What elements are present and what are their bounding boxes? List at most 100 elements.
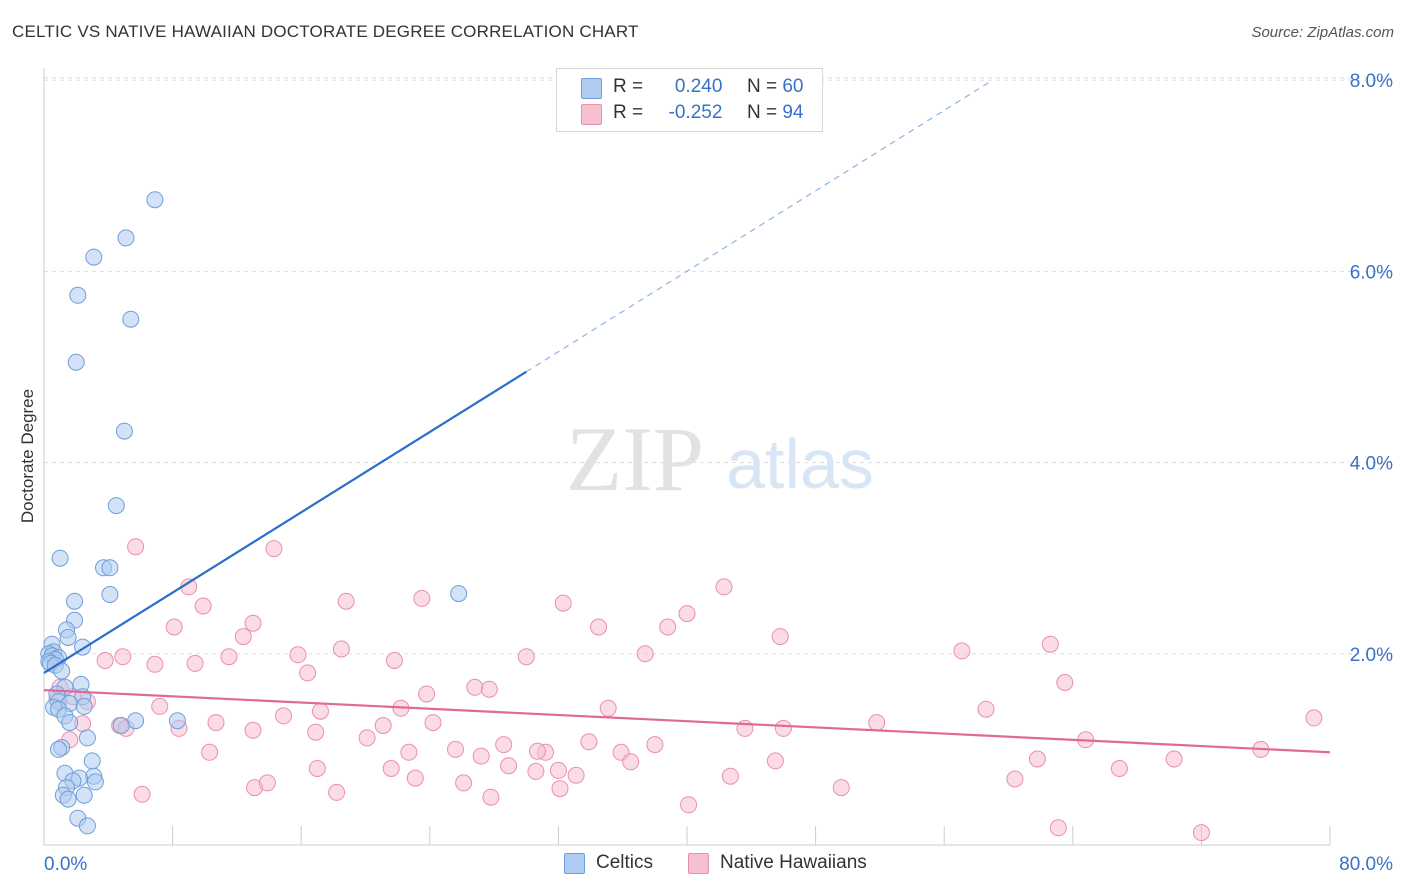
celtics-point-41 bbox=[112, 717, 130, 734]
native-hawaiians-point-7 bbox=[678, 605, 696, 623]
native-hawaiians-point-10 bbox=[165, 618, 183, 636]
chart-title: CELTIC VS NATIVE HAWAIIAN DOCTORATE DEGR… bbox=[12, 22, 639, 41]
native-hawaiians-point-26 bbox=[146, 655, 164, 673]
native-hawaiians-point-18 bbox=[636, 645, 654, 663]
native-hawaiians-point-1 bbox=[265, 540, 283, 558]
correlation-legend: R = 0.240 N = 60 R = -0.252 N = 94 bbox=[556, 68, 823, 132]
native-hawaiians-point-39 bbox=[977, 700, 995, 718]
native-hawaiians-point-65 bbox=[472, 747, 490, 765]
native-hawaiians-point-38 bbox=[599, 699, 617, 717]
celtics-point-39 bbox=[127, 712, 145, 730]
native-hawaiians-n-value: 94 bbox=[782, 102, 804, 123]
celtics-point-13 bbox=[66, 592, 83, 610]
legend-item-celtics-label: Celtics bbox=[596, 852, 654, 873]
native-hawaiians-point-69 bbox=[1028, 750, 1046, 768]
native-hawaiians-point-81 bbox=[1006, 770, 1024, 788]
native-hawaiians-point-57 bbox=[495, 736, 513, 754]
source-label: Source: ZipAtlas.com bbox=[1251, 24, 1394, 41]
celtics-trend-line bbox=[43, 370, 527, 674]
native-hawaiians-point-5 bbox=[413, 589, 431, 607]
native-hawaiians-point-53 bbox=[774, 719, 792, 737]
native-hawaiians-point-71 bbox=[766, 752, 784, 770]
native-hawaiians-point-54 bbox=[244, 721, 262, 739]
celtics-point-34 bbox=[75, 697, 93, 715]
native-hawaiians-point-51 bbox=[307, 723, 325, 741]
native-hawaiians-point-28 bbox=[1056, 674, 1074, 691]
native-hawaiians-point-42 bbox=[1305, 709, 1323, 727]
native-hawaiians-point-89 bbox=[551, 780, 569, 798]
native-hawaiians-point-21 bbox=[114, 648, 132, 666]
native-hawaiians-point-31 bbox=[418, 685, 436, 703]
celtics-point-50 bbox=[86, 773, 104, 791]
native-hawaiians-point-43 bbox=[207, 714, 225, 732]
native-hawaiians-point-6 bbox=[554, 594, 572, 612]
native-hawaiians-point-22 bbox=[517, 648, 535, 666]
celtics-point-5 bbox=[67, 353, 85, 371]
y-axis-title: Doctorate Degree bbox=[18, 389, 37, 523]
data-points bbox=[40, 191, 1323, 842]
native-hawaiians-r-label: R = bbox=[613, 102, 644, 123]
celtics-point-54 bbox=[59, 790, 77, 808]
native-hawaiians-point-64 bbox=[447, 740, 464, 758]
native-hawaiians-point-68 bbox=[529, 742, 546, 760]
native-hawaiians-point-19 bbox=[289, 646, 307, 664]
native-hawaiians-point-25 bbox=[186, 654, 204, 672]
native-hawaiians-point-74 bbox=[549, 761, 567, 779]
y-tick-label-3: 8.0% bbox=[1350, 71, 1393, 92]
native-hawaiians-point-58 bbox=[580, 733, 598, 751]
native-hawaiians-point-20 bbox=[220, 648, 238, 666]
native-hawaiians-point-62 bbox=[201, 743, 219, 761]
celtics-point-3 bbox=[69, 286, 87, 304]
native-hawaiians-point-77 bbox=[406, 769, 424, 787]
watermark: ZIP atlas bbox=[566, 408, 874, 510]
axis-labels: 2.0% 4.0% 6.0% 8.0% 0.0% 80.0% Doctorate Degre… bbox=[18, 71, 1393, 875]
native-hawaiians-point-30 bbox=[480, 680, 498, 698]
celtics-point-12 bbox=[450, 585, 468, 603]
y-tick-label-1: 4.0% bbox=[1350, 454, 1393, 475]
native-hawaiians-point-45 bbox=[868, 714, 886, 732]
native-hawaiians-point-14 bbox=[771, 628, 789, 646]
celtics-point-8 bbox=[51, 549, 69, 567]
celtics-r-value: 0.240 bbox=[674, 76, 723, 97]
celtics-point-56 bbox=[78, 817, 96, 835]
native-hawaiians-legend-icon bbox=[688, 853, 709, 874]
native-hawaiians-point-75 bbox=[308, 760, 326, 777]
celtics-point-38 bbox=[61, 714, 79, 732]
native-hawaiians-point-15 bbox=[332, 640, 350, 658]
trend-lines bbox=[43, 79, 1331, 754]
celtics-point-53 bbox=[75, 786, 93, 804]
native-hawaiians-point-4 bbox=[337, 592, 355, 610]
celtics-point-10 bbox=[101, 559, 119, 577]
legend-row-celtics-text: R = 0.240 N = 60 bbox=[613, 76, 803, 98]
native-hawaiians-point-24 bbox=[96, 652, 114, 669]
native-hawaiians-point-72 bbox=[622, 753, 640, 771]
native-hawaiians-point-76 bbox=[382, 760, 400, 777]
native-hawaiians-r-value: -0.252 bbox=[668, 102, 723, 123]
celtics-point-4 bbox=[122, 310, 140, 328]
celtics-point-2 bbox=[85, 248, 103, 266]
native-hawaiians-point-29 bbox=[466, 678, 484, 696]
native-hawaiians-point-0 bbox=[127, 538, 145, 556]
celtics-point-6 bbox=[115, 422, 133, 440]
celtics-point-45 bbox=[83, 752, 101, 770]
native-hawaiians-point-41 bbox=[275, 707, 292, 725]
grid-lines bbox=[44, 77, 1394, 655]
native-hawaiians-point-23 bbox=[385, 652, 403, 669]
native-hawaiians-point-84 bbox=[258, 774, 276, 792]
native-hawaiians-point-44 bbox=[424, 714, 442, 732]
native-hawaiians-swatch-icon bbox=[581, 104, 602, 125]
native-hawaiians-point-40 bbox=[312, 702, 329, 720]
celtics-point-44 bbox=[50, 740, 67, 758]
native-hawaiians-point-90 bbox=[133, 785, 151, 803]
native-hawaiians-point-13 bbox=[234, 628, 252, 646]
native-hawaiians-point-93 bbox=[1192, 824, 1210, 842]
celtics-point-16 bbox=[59, 629, 77, 646]
legend-row-native-hawaiians-text: R = -0.252 N = 94 bbox=[613, 102, 803, 124]
native-hawaiians-point-63 bbox=[400, 743, 418, 761]
native-hawaiians-point-47 bbox=[374, 717, 392, 734]
native-hawaiians-point-3 bbox=[715, 578, 733, 596]
native-hawaiians-point-27 bbox=[299, 664, 317, 682]
celtics-point-7 bbox=[107, 497, 125, 515]
x-tick-label-0: 0.0% bbox=[44, 854, 87, 875]
celtics-point-0 bbox=[146, 191, 164, 209]
